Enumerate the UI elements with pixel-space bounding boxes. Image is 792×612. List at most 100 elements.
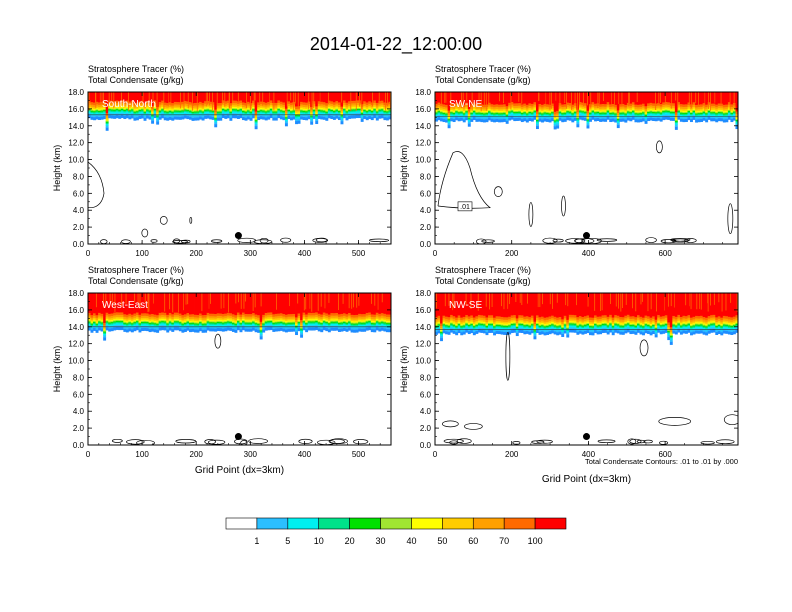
tracer-band <box>475 293 479 317</box>
tracer-band <box>244 111 248 113</box>
tracer-band <box>634 113 638 116</box>
tracer-band <box>375 110 379 112</box>
tracer-band <box>335 312 339 316</box>
tracer-band <box>435 112 438 114</box>
tracer-band <box>571 113 575 116</box>
tracer-band <box>337 109 341 111</box>
tracer-band <box>191 109 195 111</box>
tracer-band <box>166 316 170 320</box>
tracer-band <box>181 107 185 110</box>
tracer-band <box>171 324 175 327</box>
tracer-band <box>128 92 132 102</box>
tracer-band <box>591 112 595 115</box>
tracer-band <box>302 323 306 326</box>
tracer-band <box>343 327 346 331</box>
condensate-contour <box>528 202 534 227</box>
tracer-band <box>206 325 210 328</box>
tracer-band <box>252 317 256 320</box>
tracer-band <box>388 109 391 112</box>
tracer-band <box>672 111 676 113</box>
tracer-band <box>189 321 192 324</box>
tracer-band <box>442 112 446 115</box>
tracer-band <box>702 107 706 110</box>
panel-header-tracer: Stratosphere Tracer (%) <box>435 265 531 275</box>
tracer-band <box>518 324 522 327</box>
tracer-band <box>573 109 577 111</box>
tracer-band <box>365 327 369 331</box>
tracer-band <box>264 108 268 111</box>
tracer-band <box>272 110 276 112</box>
tracer-band <box>609 118 613 123</box>
tracer-band <box>442 326 446 329</box>
tracer-band <box>191 316 195 319</box>
tracer-band <box>470 315 474 318</box>
tracer-band <box>322 293 326 313</box>
tracer-band <box>236 293 240 313</box>
tracer-band <box>219 115 223 118</box>
tracer-band <box>115 104 119 107</box>
tracer-band <box>348 327 351 331</box>
tracer-band <box>173 324 177 328</box>
tracer-band <box>583 107 587 110</box>
tracer-band <box>722 104 726 108</box>
tracer-band <box>652 113 656 116</box>
tracer-band <box>644 108 648 111</box>
tracer-band <box>194 314 197 318</box>
tracer-band <box>652 110 656 112</box>
tracer-band <box>470 323 474 326</box>
tracer-band <box>373 320 377 323</box>
tracer-band <box>616 116 620 119</box>
tracer-band <box>236 105 240 108</box>
tracer-band <box>495 293 499 317</box>
tracer-band <box>327 114 331 119</box>
tracer-band <box>189 112 192 115</box>
tracer-band <box>88 323 91 326</box>
tracer-band <box>710 117 714 122</box>
tracer-band <box>383 109 387 112</box>
tracer-band <box>495 323 499 325</box>
tracer-band <box>462 293 466 317</box>
tracer-band <box>530 114 534 117</box>
tracer-band <box>186 312 190 316</box>
tracer-band <box>135 320 139 323</box>
tracer-band <box>353 329 357 333</box>
tracer-band <box>282 318 286 321</box>
tracer-band <box>495 103 499 107</box>
tracer-band <box>488 108 491 111</box>
tracer-band <box>505 323 509 325</box>
tracer-band <box>153 106 157 109</box>
tracer-band <box>525 104 529 108</box>
tracer-band <box>373 322 377 325</box>
tracer-band <box>252 102 256 106</box>
tracer-band <box>355 109 359 112</box>
tracer-band <box>465 106 469 109</box>
tracer-band <box>168 317 172 320</box>
tracer-band <box>257 317 261 320</box>
tracer-band <box>467 293 471 317</box>
tracer-band <box>460 111 464 113</box>
tracer-band <box>120 324 124 328</box>
tracer-band <box>495 325 499 328</box>
tracer-band <box>383 104 387 108</box>
tracer-band <box>368 92 372 102</box>
tracer-band <box>178 324 182 327</box>
tracer-band <box>528 326 532 328</box>
tracer-band <box>146 108 149 110</box>
tracer-band <box>727 109 731 111</box>
tracer-band <box>513 107 517 110</box>
tracer-band <box>692 92 696 103</box>
tracer-band <box>158 322 162 324</box>
tracer-band <box>586 118 590 120</box>
tracer-band <box>525 328 529 331</box>
y-tick-label: 16.0 <box>415 105 431 114</box>
tracer-band <box>447 119 451 122</box>
tracer-band <box>475 108 479 111</box>
tracer-band <box>128 101 132 105</box>
tracer-band <box>621 92 625 104</box>
tracer-band <box>465 110 469 113</box>
tracer-band <box>669 110 673 112</box>
tracer-band <box>518 111 522 113</box>
tracer-band <box>178 293 182 314</box>
tracer-band <box>135 323 139 326</box>
tracer-band <box>639 111 643 114</box>
